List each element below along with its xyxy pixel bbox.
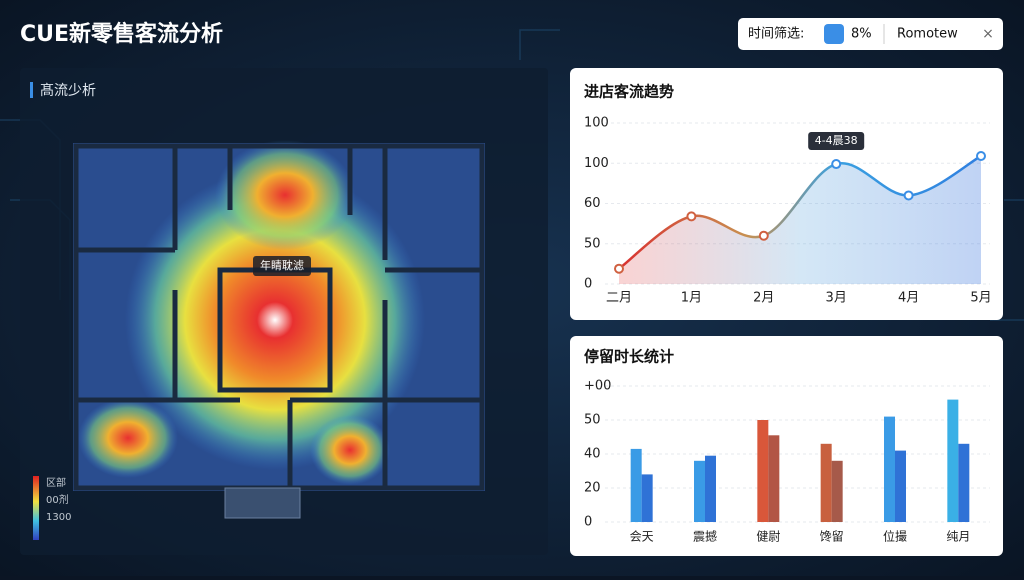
filter-label: 时间筛选: <box>748 27 804 42</box>
heatmap-tooltip: 年睛耽滤 <box>260 258 304 272</box>
bar <box>895 450 906 522</box>
x-tick-label: 位撮 <box>883 529 907 544</box>
x-tick-label: 馋留 <box>820 530 844 544</box>
bar <box>757 420 769 522</box>
chart-title: 停留时长统计 <box>584 348 674 366</box>
chart-title: 进店客流趋势 <box>584 83 674 101</box>
bar <box>958 443 970 522</box>
bar <box>641 474 653 522</box>
x-tick-label: 5月 <box>970 291 991 306</box>
point <box>758 230 769 241</box>
y-tick-label: +00 <box>584 379 611 394</box>
bar <box>768 435 780 522</box>
heat-bottom-left <box>78 398 178 478</box>
page-title: CUE新零售客流分析 <box>20 21 223 47</box>
heat-center <box>125 170 425 470</box>
legend-bar <box>33 476 39 540</box>
bar <box>705 455 716 522</box>
point <box>614 263 624 274</box>
y-tick-label: 0 <box>584 515 592 530</box>
x-tick-label: 震撼 <box>693 530 717 544</box>
x-tick-label: 纯月 <box>946 530 970 544</box>
bar <box>831 460 843 522</box>
y-tick-label: 0 <box>584 277 592 292</box>
legend-label: 00剂 <box>46 493 69 506</box>
x-tick-label: 3月 <box>826 291 847 306</box>
y-tick-label: 100 <box>584 116 609 131</box>
annotation-box <box>808 132 865 151</box>
point <box>903 190 914 201</box>
title-accent <box>30 82 33 98</box>
filter-value: 8% <box>851 27 872 42</box>
y-tick-label: 20 <box>584 481 601 496</box>
y-tick-label: 50 <box>584 413 601 428</box>
bar <box>630 448 642 522</box>
x-tick-label: 会天 <box>630 530 654 544</box>
y-tick-label: 100 <box>584 156 609 171</box>
x-tick-label: 1月 <box>681 291 702 306</box>
close-icon[interactable]: × <box>982 26 994 42</box>
line <box>618 154 982 270</box>
panel-title: 髙流少析 <box>40 82 96 99</box>
bar <box>884 416 895 522</box>
heat-top <box>215 140 355 250</box>
x-tick-label: 2月 <box>753 291 774 306</box>
x-tick-label: 健尉 <box>756 529 780 544</box>
bar <box>820 443 832 522</box>
entrance <box>224 487 301 519</box>
point <box>686 211 697 222</box>
legend-label: 区部 <box>46 476 66 489</box>
filter-option[interactable]: Romotew <box>897 27 958 42</box>
heat-bottom <box>310 415 390 485</box>
annotation: 4-4晨38 <box>815 134 858 147</box>
legend-label: 1300 <box>46 512 71 523</box>
filter-box[interactable] <box>738 18 1003 50</box>
bar <box>694 460 705 522</box>
point <box>831 159 842 170</box>
y-tick-label: 40 <box>584 447 601 462</box>
area <box>619 156 981 284</box>
bar <box>947 399 959 522</box>
x-tick-label: 4月 <box>898 291 919 306</box>
y-tick-label: 50 <box>584 236 601 251</box>
tooltip-box <box>253 256 311 276</box>
y-tick-label: 60 <box>584 196 601 211</box>
filter-icon[interactable] <box>824 24 844 44</box>
point <box>976 151 986 162</box>
x-tick-label: 二月 <box>606 291 632 306</box>
bar-card <box>570 336 1003 556</box>
